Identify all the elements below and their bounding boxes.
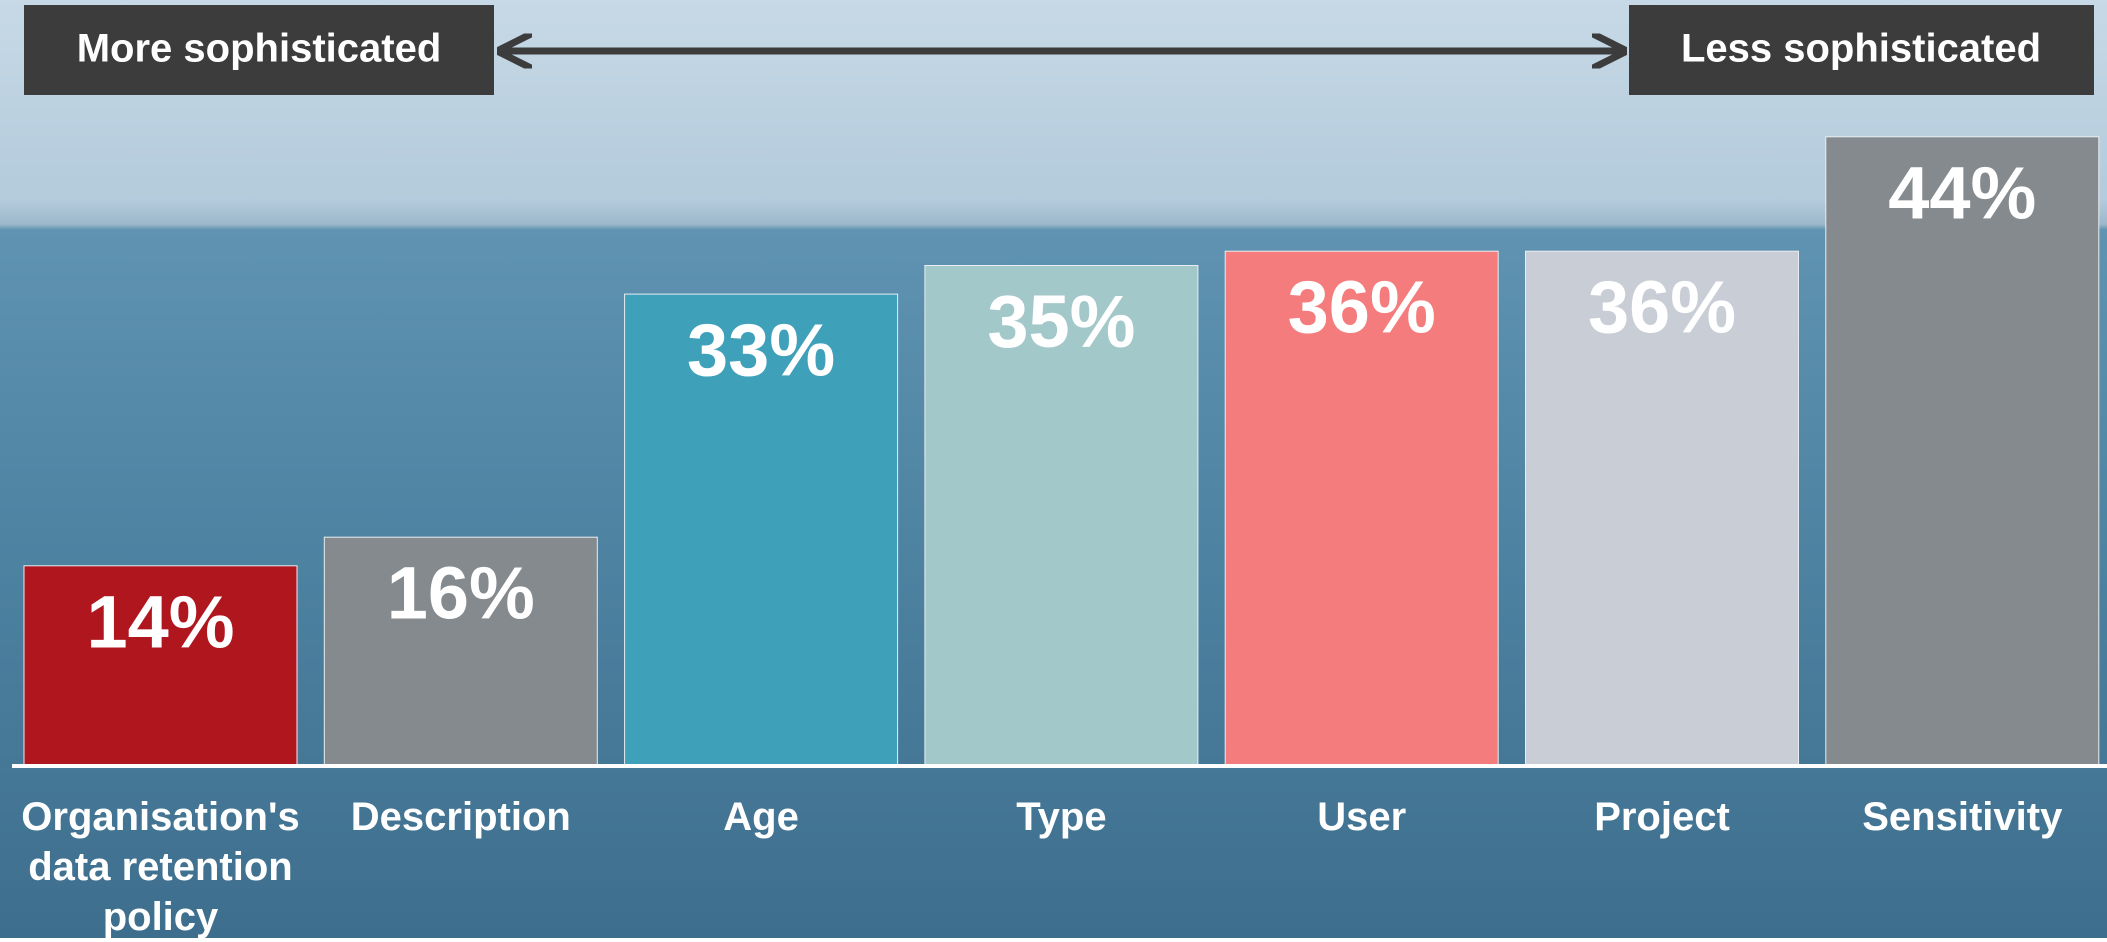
x-tick-label: Type (911, 792, 1211, 842)
x-tick-label: User (1212, 792, 1512, 842)
x-tick-label: Project (1512, 792, 1812, 842)
value-label: 16% (387, 552, 535, 635)
value-label: 36% (1588, 266, 1736, 349)
annotation: Less sophisticated (1681, 27, 2041, 71)
value-label: 33% (687, 309, 835, 392)
x-tick-label: Organisation's data retention policy (16, 792, 306, 942)
x-tick-label: Sensitivity (1812, 792, 2107, 842)
x-tick-label: Description (311, 792, 611, 842)
value-label: 36% (1288, 266, 1436, 349)
value-label: 44% (1888, 151, 2036, 234)
page: More sophisticated Less sophisticated 14… (0, 0, 2107, 938)
annotation: More sophisticated (77, 27, 442, 71)
x-tick-label: Age (611, 792, 911, 842)
value-label: 35% (987, 280, 1135, 363)
value-label: 14% (86, 580, 234, 663)
